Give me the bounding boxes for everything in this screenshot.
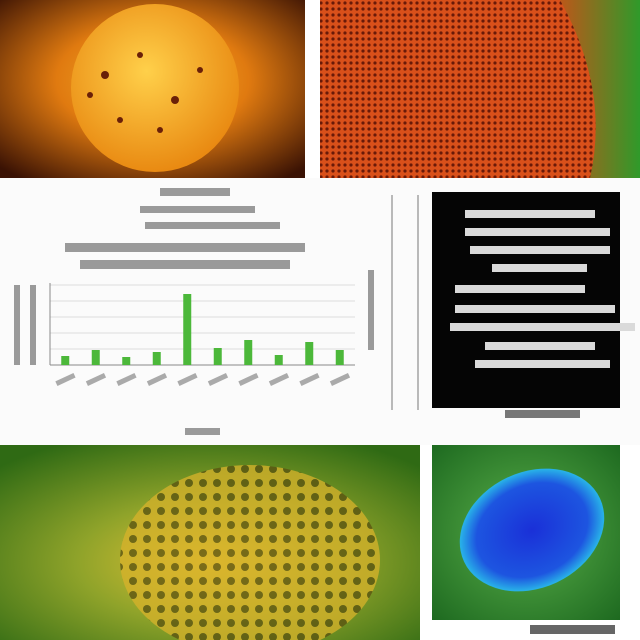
x-tick-placeholder <box>85 372 107 386</box>
bar <box>91 350 100 365</box>
bar <box>244 340 253 365</box>
x-tick-placeholder <box>146 372 168 386</box>
bar <box>122 357 131 365</box>
bar <box>61 356 70 365</box>
bar <box>274 355 283 365</box>
x-tick-placeholder <box>268 372 290 386</box>
bar <box>183 294 192 365</box>
bar <box>305 342 314 365</box>
x-tick-placeholder <box>329 372 351 386</box>
x-tick-placeholder <box>238 372 259 386</box>
x-tick-placeholder <box>55 372 76 386</box>
bar <box>152 352 161 365</box>
x-tick-placeholder <box>299 372 320 386</box>
x-tick-placeholder <box>177 372 198 386</box>
bar <box>335 350 344 365</box>
x-tick-placeholder <box>116 372 137 386</box>
x-tick-placeholder <box>207 372 229 386</box>
bar <box>213 348 222 365</box>
